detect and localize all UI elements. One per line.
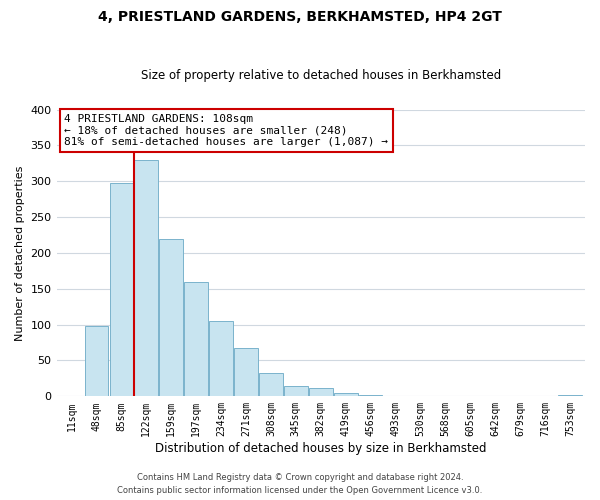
Bar [309, 388, 332, 396]
Text: 4 PRIESTLAND GARDENS: 108sqm
← 18% of detached houses are smaller (248)
81% of s: 4 PRIESTLAND GARDENS: 108sqm ← 18% of de… [64, 114, 388, 147]
Bar [334, 394, 358, 396]
Text: 4, PRIESTLAND GARDENS, BERKHAMSTED, HP4 2GT: 4, PRIESTLAND GARDENS, BERKHAMSTED, HP4 … [98, 10, 502, 24]
Bar [160, 238, 183, 396]
Bar [134, 160, 158, 396]
Bar [85, 326, 108, 396]
Bar [110, 182, 133, 396]
Bar [558, 395, 582, 396]
Bar [359, 395, 382, 396]
Bar [259, 372, 283, 396]
Bar [284, 386, 308, 396]
Text: Contains HM Land Registry data © Crown copyright and database right 2024.
Contai: Contains HM Land Registry data © Crown c… [118, 474, 482, 495]
Bar [234, 348, 258, 397]
Y-axis label: Number of detached properties: Number of detached properties [15, 166, 25, 340]
Bar [209, 321, 233, 396]
Bar [184, 282, 208, 397]
X-axis label: Distribution of detached houses by size in Berkhamsted: Distribution of detached houses by size … [155, 442, 487, 455]
Title: Size of property relative to detached houses in Berkhamsted: Size of property relative to detached ho… [140, 69, 501, 82]
